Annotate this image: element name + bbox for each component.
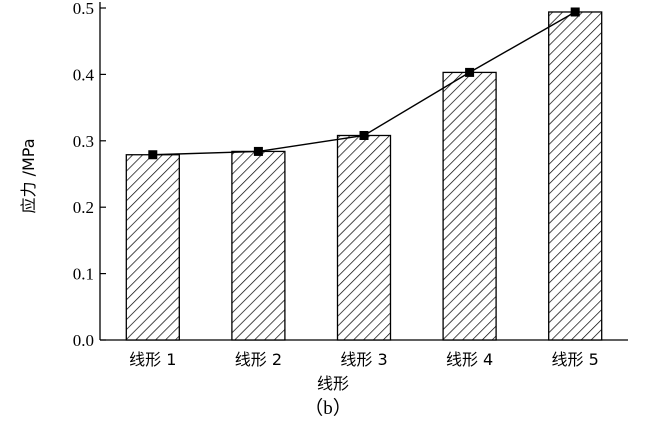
- trend-point: [253, 146, 263, 156]
- x-tick-label: 线形 4: [446, 350, 493, 369]
- y-tick-label: 0.5: [73, 0, 94, 18]
- bar: [125, 154, 180, 341]
- figure-caption: （b）: [304, 397, 352, 419]
- bar: [336, 134, 392, 341]
- x-tick-label: 线形 3: [340, 350, 387, 369]
- y-tick-label: 0.0: [73, 331, 94, 350]
- bar: [442, 71, 497, 341]
- axes: 0.0 0.1 0.2 0.3 0.4 0.5 线形 1 线形 2 线形 3 线形 4 线形 5: [73, 0, 628, 369]
- trend-point: [465, 67, 475, 77]
- y-axis-label: 应力 /MPa: [19, 138, 38, 213]
- y-tick-label: 0.1: [73, 265, 94, 284]
- x-tick-label: 线形 1: [129, 350, 176, 369]
- trend-point: [570, 7, 580, 17]
- bars: [125, 11, 603, 341]
- y-tick-label: 0.3: [73, 132, 94, 151]
- bar: [231, 150, 286, 341]
- bar: [548, 11, 603, 341]
- y-tick-label: 0.4: [73, 65, 95, 84]
- y-tick-label: 0.2: [73, 198, 94, 217]
- chart-labels: 应力 /MPa 线形 （b）: [19, 138, 352, 419]
- x-tick-label: 线形 5: [552, 350, 599, 369]
- trend-line: [148, 7, 580, 160]
- trend-point: [359, 130, 369, 140]
- trend-point: [148, 150, 158, 160]
- x-tick-label: 线形 2: [235, 350, 282, 369]
- x-axis-label: 线形: [317, 374, 349, 393]
